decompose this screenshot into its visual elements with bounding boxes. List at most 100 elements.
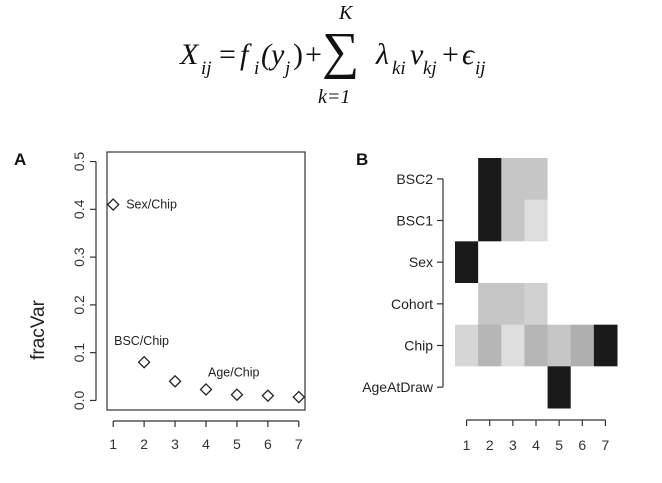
panel-b-row-label: AgeAtDraw [362, 379, 434, 395]
panel-b-column-label: 6 [578, 437, 586, 453]
panel-a-annotation: BSC/Chip [114, 334, 169, 348]
panel-b-row-axis: BSC2 BSC1 Sex Cohort Chip AgeAtDraw [362, 171, 444, 395]
panel-b-column-label: 4 [532, 437, 540, 453]
panel-a-y-tick-label: 0.1 [71, 343, 87, 363]
eq-v-subscript: kj [423, 58, 437, 79]
panel-b-cell [455, 324, 479, 367]
panel-a-y-tick-label: 0.2 [71, 295, 87, 315]
panel-b-cell [478, 283, 502, 326]
panel-b-cell [501, 241, 525, 284]
eq-v: v [410, 38, 424, 71]
eq-function-f: f [240, 38, 249, 71]
panel-b-column-label: 5 [555, 437, 563, 453]
panel-a-x-tick-label: 4 [202, 436, 210, 452]
panel-b-cell [547, 199, 572, 242]
panel-b-row-label: BSC1 [396, 213, 433, 229]
eq-plus-1: + [305, 38, 322, 71]
panel-b-cell [547, 324, 572, 367]
panel-a-x-tick-label: 1 [109, 436, 117, 452]
panel-b-cell [478, 199, 502, 242]
panel-b-row-label: Chip [404, 338, 433, 354]
panel-b-label: B [356, 150, 368, 169]
panel-a-points [106, 198, 306, 404]
panel-a-x-tick-label: 5 [233, 436, 241, 452]
panel-a-y-axis: 0.0 0.1 0.2 0.3 0.4 0.5 [71, 152, 97, 411]
panel-b-row-label: Cohort [391, 296, 433, 312]
panel-b-cell [547, 366, 572, 409]
panel-a-annotation: Age/Chip [208, 365, 259, 379]
panel-b-cell [455, 158, 479, 201]
panel-b-column-label: 3 [509, 437, 517, 453]
eq-function-arg-close: ) [293, 38, 303, 71]
panel-a-x-tick-label: 2 [140, 436, 148, 452]
panel-a-y-tick-label: 0.5 [71, 152, 87, 172]
panel-a-point [137, 355, 151, 369]
panel-a-point [292, 390, 306, 404]
panel-b-column-label: 2 [486, 437, 494, 453]
eq-epsilon: ϵ [462, 38, 475, 71]
panel-b-cell [478, 324, 502, 367]
panel-b-cell [547, 283, 572, 326]
eq-sum-upper-limit: K [339, 2, 353, 24]
panel-a-annotation: Sex/Chip [126, 198, 177, 212]
panel-b-cell [547, 158, 572, 201]
panel-b-cell [593, 158, 618, 201]
eq-lhs-subscript: ij [201, 58, 212, 79]
eq-lambda-subscript: ki [392, 58, 406, 79]
eq-lhs: X [180, 38, 199, 71]
panel-b-cell [501, 158, 525, 201]
panel-a-label: A [14, 150, 26, 169]
eq-sum-symbol: ∑ [322, 23, 360, 80]
panel-a-point [199, 383, 213, 396]
panel-b-cell [501, 366, 525, 409]
panel-b-column-label: 7 [602, 437, 610, 453]
panel-b-cell [570, 158, 595, 201]
panel-b-cell [524, 158, 549, 201]
panel-b-cell [478, 158, 502, 201]
panel-b-cell [570, 199, 595, 242]
panel-b-cell [570, 241, 595, 284]
eq-plus-2: + [442, 38, 459, 71]
panel-a-y-tick-label: 0.0 [71, 391, 87, 411]
panel-b-row-label: BSC2 [396, 171, 433, 187]
eq-function-arg-open: (y [261, 38, 285, 71]
panel-b-cell [501, 199, 525, 242]
panel-b-column-label: 1 [463, 437, 471, 453]
panel-a-point [230, 388, 244, 402]
eq-sum-lower-limit: k=1 [318, 86, 351, 108]
panel-b-cell [593, 199, 618, 242]
panel-a-x-tick-label: 7 [295, 436, 303, 452]
panel-b-cell [570, 324, 595, 367]
panel-a-y-tick-label: 0.4 [71, 199, 87, 219]
panel-a-x-tick-label: 3 [171, 436, 179, 452]
panel-b-cell [593, 324, 618, 367]
panel-a-ylabel: fracVar [28, 299, 49, 360]
panel-a-annotations: Sex/Chip BSC/Chip Age/Chip [114, 198, 259, 380]
panel-a-plot-frame [106, 151, 306, 411]
eq-lambda: λ [376, 38, 389, 71]
eq-function-subscript: i [254, 58, 260, 79]
panel-b-cell [593, 241, 618, 284]
panel-b-cell [455, 241, 479, 284]
panel-a-x-axis: 1 2 3 4 5 6 7 [109, 420, 303, 452]
panel-b-cell [524, 283, 549, 326]
panel-b-cell [547, 241, 572, 284]
eq-function-arg-subscript: j [285, 58, 291, 79]
eq-equals: = [219, 38, 236, 71]
panel-b-cell [455, 366, 479, 409]
eq-epsilon-subscript: ij [475, 58, 486, 79]
panel-a-point [168, 374, 182, 388]
panel-b-cell [524, 366, 549, 409]
model-equation: X ij = f i (y j ) + K ∑ k=1 λ ki v kj + … [0, 0, 662, 120]
panel-a-y-tick-label: 0.3 [71, 247, 87, 267]
panel-a-point [106, 198, 120, 211]
panel-a-x-tick-label: 6 [264, 436, 272, 452]
panel-b-cell [593, 366, 618, 409]
panel-b-cell [455, 283, 479, 326]
panel-b-cell [478, 241, 502, 284]
panel-b-cell [524, 199, 549, 242]
panel-b-cell [478, 366, 502, 409]
panel-b-cell [570, 283, 595, 326]
panel-a-point [261, 389, 275, 403]
